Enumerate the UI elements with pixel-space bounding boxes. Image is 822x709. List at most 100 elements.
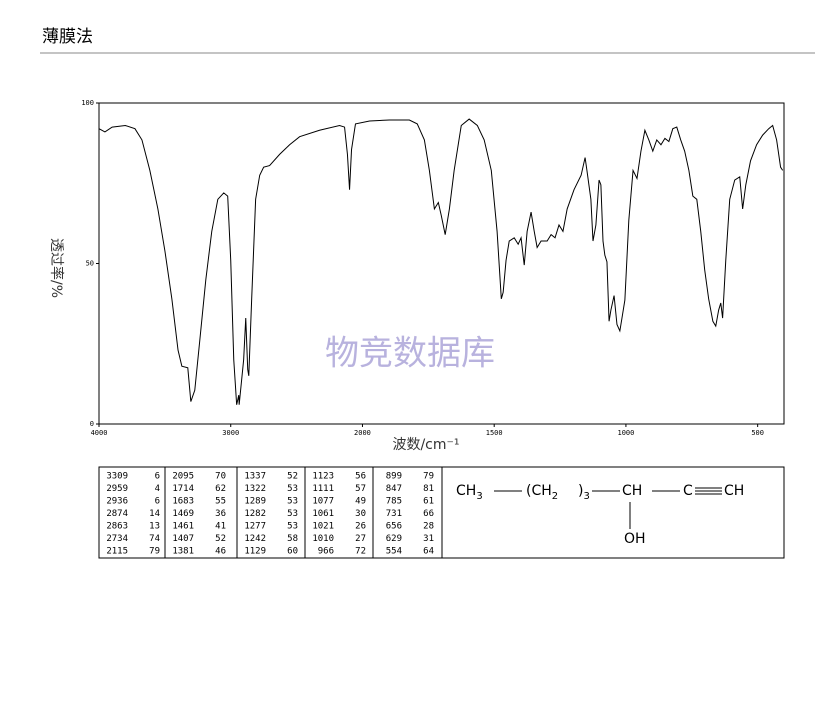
peak-wavenumber: 1129 — [244, 547, 266, 557]
peak-wavenumber: 1683 — [172, 497, 194, 507]
peak-wavenumber: 1277 — [244, 522, 266, 532]
plot-frame — [98, 102, 785, 425]
x-tick-label: 1000 — [617, 429, 634, 437]
peak-wavenumber: 2874 — [106, 509, 128, 519]
peak-transmittance: 30 — [355, 509, 366, 519]
peak-transmittance: 26 — [355, 522, 366, 532]
peak-wavenumber: 1242 — [244, 534, 266, 544]
peak-transmittance: 62 — [215, 484, 226, 494]
peak-wavenumber: 3309 — [106, 472, 128, 482]
spectrum-line — [98, 118, 784, 405]
peak-wavenumber: 2959 — [106, 484, 128, 494]
peak-transmittance: 6 — [155, 497, 160, 507]
chem-group: CH3 — [456, 483, 483, 502]
y-axis-label: 透过率/% — [48, 238, 65, 298]
peak-wavenumber: 1461 — [172, 522, 194, 532]
peak-transmittance: 53 — [287, 497, 298, 507]
watermark: 物竞数据库 — [325, 334, 495, 374]
peak-transmittance: 27 — [355, 534, 366, 544]
peak-transmittance: 31 — [423, 534, 434, 544]
peak-wavenumber: 2734 — [106, 534, 128, 544]
peak-wavenumber: 1322 — [244, 484, 266, 494]
chem-text: CH — [456, 483, 476, 499]
peak-transmittance: 52 — [287, 472, 298, 482]
peak-wavenumber: 2115 — [106, 547, 128, 557]
chem-group: )3 — [578, 483, 590, 502]
peak-wavenumber: 1337 — [244, 472, 266, 482]
peak-wavenumber: 1469 — [172, 509, 194, 519]
peak-wavenumber: 629 — [386, 534, 402, 544]
x-tick-label: 1500 — [486, 429, 503, 437]
chem-subscript: 3 — [583, 491, 589, 502]
peak-transmittance: 58 — [287, 534, 298, 544]
peak-transmittance: 49 — [355, 497, 366, 507]
chem-text: CH — [622, 483, 642, 499]
peak-transmittance: 55 — [215, 497, 226, 507]
peak-wavenumber: 1714 — [172, 484, 194, 494]
peak-transmittance: 52 — [215, 534, 226, 544]
peak-transmittance: 6 — [155, 472, 160, 482]
chem-substituent: OH — [624, 531, 646, 547]
peak-wavenumber: 656 — [386, 522, 402, 532]
x-axis-label: 波数/cm⁻¹ — [392, 437, 459, 453]
peak-wavenumber: 1381 — [172, 547, 194, 557]
peak-wavenumber: 1021 — [312, 522, 334, 532]
peak-transmittance: 28 — [423, 522, 434, 532]
peak-wavenumber: 899 — [386, 472, 402, 482]
chem-text: (CH — [526, 483, 552, 499]
peak-wavenumber: 2936 — [106, 497, 128, 507]
peak-transmittance: 61 — [423, 497, 434, 507]
peak-wavenumber: 847 — [386, 484, 402, 494]
peak-wavenumber: 1077 — [312, 497, 334, 507]
peak-wavenumber: 1407 — [172, 534, 194, 544]
peak-wavenumber: 1111 — [312, 484, 334, 494]
peak-wavenumber: 731 — [386, 509, 402, 519]
peak-transmittance: 66 — [423, 509, 434, 519]
peak-transmittance: 13 — [149, 522, 160, 532]
chem-subscript: 3 — [476, 491, 482, 502]
chem-text: C — [683, 483, 693, 499]
x-tick-label: 2000 — [354, 429, 371, 437]
peak-wavenumber: 966 — [318, 547, 334, 557]
chem-group: (CH2 — [526, 483, 558, 502]
peak-transmittance: 53 — [287, 522, 298, 532]
peak-wavenumber: 1010 — [312, 534, 334, 544]
y-tick-label: 0 — [90, 420, 94, 428]
peak-transmittance: 60 — [287, 547, 298, 557]
peak-transmittance: 64 — [423, 547, 434, 557]
peak-transmittance: 46 — [215, 547, 226, 557]
peak-transmittance: 53 — [287, 484, 298, 494]
peak-transmittance: 36 — [215, 509, 226, 519]
chem-group: CH — [622, 483, 642, 499]
chem-group: CH — [724, 483, 744, 499]
y-tick-label: 50 — [86, 260, 94, 268]
peak-transmittance: 53 — [287, 509, 298, 519]
peak-wavenumber: 1289 — [244, 497, 266, 507]
peak-transmittance: 70 — [215, 472, 226, 482]
peak-transmittance: 81 — [423, 484, 434, 494]
peak-wavenumber: 554 — [386, 547, 402, 557]
peak-transmittance: 74 — [149, 534, 160, 544]
peak-transmittance: 56 — [355, 472, 366, 482]
peak-transmittance: 79 — [149, 547, 160, 557]
chem-text: CH — [724, 483, 744, 499]
x-tick-label: 3000 — [222, 429, 239, 437]
peak-transmittance: 72 — [355, 547, 366, 557]
peak-transmittance: 41 — [215, 522, 226, 532]
peak-wavenumber: 2863 — [106, 522, 128, 532]
x-tick-label: 500 — [751, 429, 764, 437]
peak-wavenumber: 785 — [386, 497, 402, 507]
chem-subscript: 2 — [552, 491, 558, 502]
peak-transmittance: 79 — [423, 472, 434, 482]
peak-transmittance: 4 — [155, 484, 160, 494]
peak-wavenumber: 1282 — [244, 509, 266, 519]
page-title: 薄膜法 — [42, 27, 93, 47]
peak-wavenumber: 2095 — [172, 472, 194, 482]
chem-text: ) — [578, 483, 583, 499]
chem-group: C — [683, 483, 693, 499]
x-tick-label: 4000 — [91, 429, 108, 437]
peak-wavenumber: 1061 — [312, 509, 334, 519]
y-tick-label: 100 — [81, 99, 94, 107]
peak-transmittance: 57 — [355, 484, 366, 494]
